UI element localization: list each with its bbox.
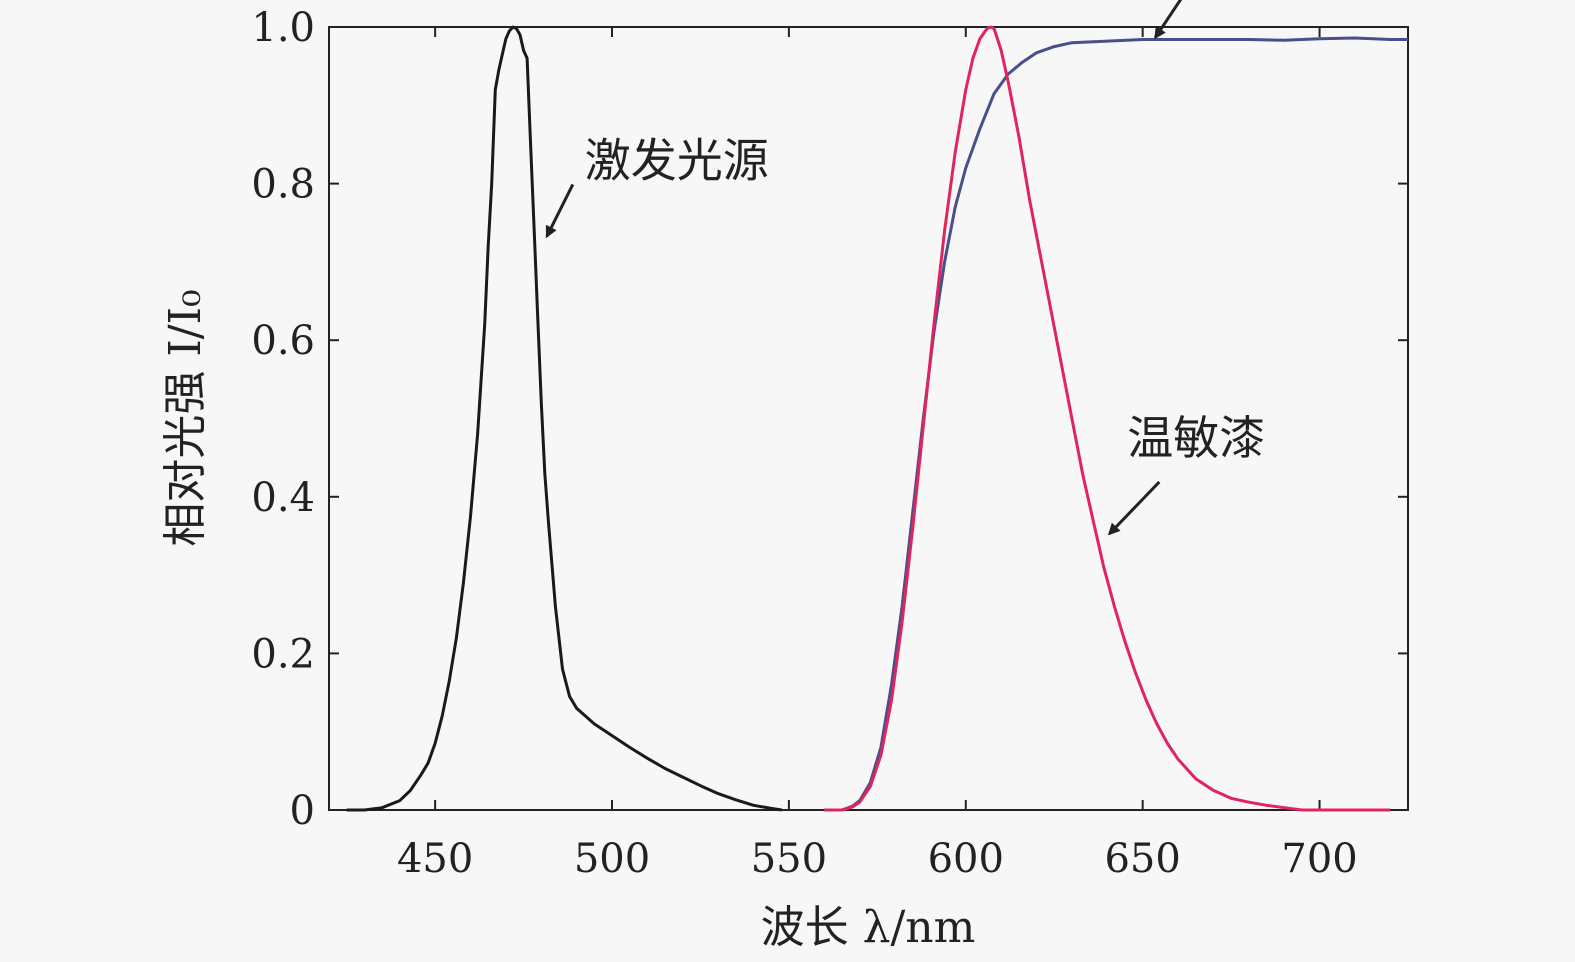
- y-tick-label: 0.8: [251, 162, 315, 208]
- y-axis-ticks: 0 0.2 0.4 0.6 0.8 1.0: [251, 5, 1408, 834]
- annotation-arrow: [1154, 0, 1183, 40]
- x-tick-label: 500: [574, 836, 650, 882]
- x-tick-label: 650: [1104, 836, 1180, 882]
- annotation-label: 温敏漆: [1127, 411, 1265, 465]
- y-tick-label: 0.2: [251, 631, 315, 677]
- series-layer: [346, 25, 1408, 812]
- plot-frame: [328, 26, 1409, 811]
- series-line-2: [824, 25, 1391, 812]
- y-axis-label: 相对光强 I/I₀: [160, 289, 211, 546]
- x-tick-label: 600: [928, 836, 1004, 882]
- annotation-arrow: [1107, 480, 1161, 536]
- series-line-0: [346, 25, 783, 812]
- x-axis-ticks: 450 500 550 600 650 700: [397, 27, 1358, 882]
- y-tick-label: 0: [290, 788, 315, 834]
- series-line-1: [824, 36, 1408, 812]
- y-tick-label: 0.4: [251, 475, 315, 521]
- x-tick-label: 450: [397, 836, 473, 882]
- annotation-layer: 激发光源滤波片温敏漆: [545, 0, 1265, 536]
- y-tick-label: 0.6: [251, 318, 315, 364]
- annotation-arrow: [545, 183, 575, 239]
- y-tick-label: 1.0: [251, 5, 315, 51]
- x-tick-label: 550: [751, 836, 827, 882]
- x-tick-label: 700: [1281, 836, 1357, 882]
- annotation-label: 激发光源: [585, 133, 769, 187]
- x-axis-label: 波长 λ/nm: [761, 902, 976, 953]
